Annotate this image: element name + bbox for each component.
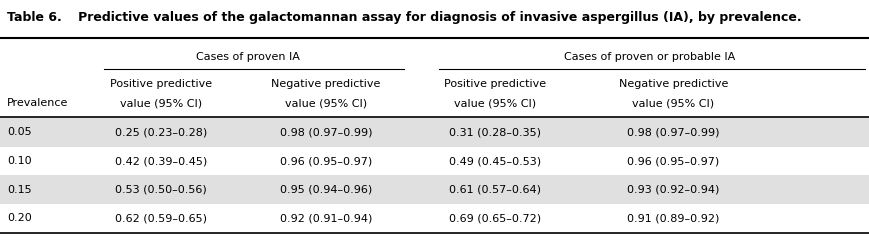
Text: 0.25 (0.23–0.28): 0.25 (0.23–0.28)	[115, 127, 207, 138]
Text: Cases of proven IA: Cases of proven IA	[196, 52, 300, 62]
Text: 0.93 (0.92–0.94): 0.93 (0.92–0.94)	[627, 185, 720, 195]
Bar	[0, 175, 869, 204]
Text: 0.20: 0.20	[7, 213, 31, 224]
Text: 0.98 (0.97–0.99): 0.98 (0.97–0.99)	[627, 127, 720, 138]
Text: 0.53 (0.50–0.56): 0.53 (0.50–0.56)	[115, 185, 207, 195]
Text: Predictive values of the galactomannan assay for diagnosis of invasive aspergill: Predictive values of the galactomannan a…	[65, 10, 802, 24]
Text: value (95% CI): value (95% CI)	[454, 98, 536, 108]
Text: 0.31 (0.28–0.35): 0.31 (0.28–0.35)	[449, 127, 541, 138]
Text: Negative predictive: Negative predictive	[619, 79, 728, 89]
Text: Positive predictive: Positive predictive	[444, 79, 547, 89]
Text: 0.10: 0.10	[7, 156, 31, 166]
Bar	[0, 118, 869, 147]
Text: value (95% CI): value (95% CI)	[120, 98, 202, 108]
Text: 0.95 (0.94–0.96): 0.95 (0.94–0.96)	[280, 185, 372, 195]
Text: 0.15: 0.15	[7, 185, 31, 195]
Text: 0.96 (0.95–0.97): 0.96 (0.95–0.97)	[280, 156, 372, 166]
Text: 0.42 (0.39–0.45): 0.42 (0.39–0.45)	[115, 156, 207, 166]
Text: 0.61 (0.57–0.64): 0.61 (0.57–0.64)	[449, 185, 541, 195]
Text: 0.62 (0.59–0.65): 0.62 (0.59–0.65)	[115, 213, 207, 224]
Text: 0.96 (0.95–0.97): 0.96 (0.95–0.97)	[627, 156, 720, 166]
Text: 0.91 (0.89–0.92): 0.91 (0.89–0.92)	[627, 213, 720, 224]
Text: Negative predictive: Negative predictive	[271, 79, 381, 89]
Text: Cases of proven or probable IA: Cases of proven or probable IA	[564, 52, 736, 62]
Text: value (95% CI): value (95% CI)	[633, 98, 714, 108]
Text: 0.69 (0.65–0.72): 0.69 (0.65–0.72)	[449, 213, 541, 224]
Text: 0.98 (0.97–0.99): 0.98 (0.97–0.99)	[280, 127, 372, 138]
Text: Prevalence: Prevalence	[7, 98, 69, 108]
Text: Positive predictive: Positive predictive	[109, 79, 212, 89]
Text: 0.05: 0.05	[7, 127, 31, 138]
Text: value (95% CI): value (95% CI)	[285, 98, 367, 108]
Text: Table 6.: Table 6.	[7, 10, 62, 24]
Text: 0.92 (0.91–0.94): 0.92 (0.91–0.94)	[280, 213, 372, 224]
Text: 0.49 (0.45–0.53): 0.49 (0.45–0.53)	[449, 156, 541, 166]
